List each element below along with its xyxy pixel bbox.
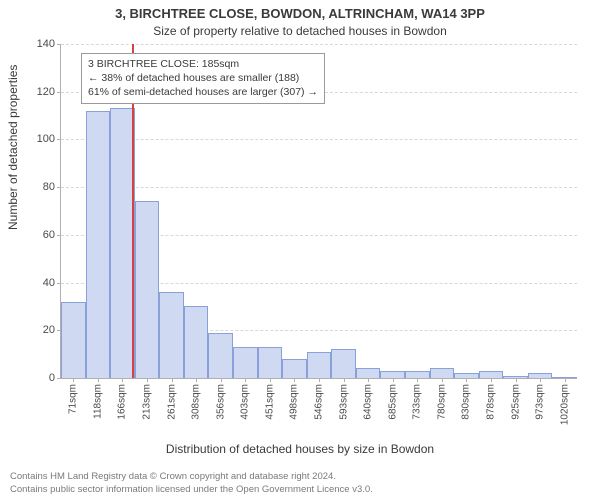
histogram-bar [184, 306, 209, 378]
x-tick-mark [319, 378, 320, 382]
x-tick-label: 166sqm [117, 384, 128, 420]
x-tick-label: 1020sqm [559, 384, 570, 425]
histogram-bar [208, 333, 233, 378]
y-tick-mark [57, 187, 61, 188]
x-tick-label: 780sqm [436, 384, 447, 420]
x-tick-mark [122, 378, 123, 382]
x-tick-label: 261sqm [166, 384, 177, 420]
y-tick-label: 140 [37, 38, 55, 50]
x-tick-label: 71sqm [68, 384, 79, 414]
x-tick-label: 685sqm [387, 384, 398, 420]
y-tick-label: 100 [37, 133, 55, 145]
x-tick-mark [270, 378, 271, 382]
x-tick-mark [516, 378, 517, 382]
y-tick-mark [57, 283, 61, 284]
x-tick-label: 830sqm [461, 384, 472, 420]
y-tick-mark [57, 378, 61, 379]
histogram-bar [307, 352, 332, 378]
x-tick-mark [540, 378, 541, 382]
x-tick-label: 878sqm [486, 384, 497, 420]
x-tick-mark [294, 378, 295, 382]
footnote-line2: Contains public sector information licen… [10, 484, 373, 496]
info-box: 3 BIRCHTREE CLOSE: 185sqm ← 38% of detac… [81, 53, 325, 104]
x-tick-mark [442, 378, 443, 382]
x-tick-mark [344, 378, 345, 382]
histogram-bar [356, 368, 381, 378]
histogram-bar [430, 368, 455, 378]
y-tick-mark [57, 235, 61, 236]
x-tick-label: 498sqm [289, 384, 300, 420]
x-tick-mark [73, 378, 74, 382]
x-tick-mark [417, 378, 418, 382]
x-tick-label: 308sqm [191, 384, 202, 420]
histogram-bar [258, 347, 283, 378]
footnote: Contains HM Land Registry data © Crown c… [10, 471, 373, 496]
x-tick-mark [565, 378, 566, 382]
y-tick-label: 80 [43, 181, 55, 193]
x-tick-mark [491, 378, 492, 382]
y-tick-label: 0 [49, 372, 55, 384]
x-tick-mark [172, 378, 173, 382]
histogram-bar [86, 111, 111, 378]
x-tick-mark [221, 378, 222, 382]
y-tick-mark [57, 139, 61, 140]
x-tick-label: 403sqm [240, 384, 251, 420]
x-tick-label: 640sqm [363, 384, 374, 420]
histogram-bar [135, 201, 160, 378]
x-tick-mark [245, 378, 246, 382]
x-tick-label: 451sqm [264, 384, 275, 420]
x-tick-label: 733sqm [412, 384, 423, 420]
histogram-bar [159, 292, 184, 378]
x-tick-mark [196, 378, 197, 382]
y-tick-label: 120 [37, 86, 55, 98]
y-tick-mark [57, 44, 61, 45]
y-tick-label: 20 [43, 324, 55, 336]
histogram-bar [331, 349, 356, 378]
histogram-bar [233, 347, 258, 378]
x-tick-mark [368, 378, 369, 382]
y-tick-label: 40 [43, 277, 55, 289]
y-tick-label: 60 [43, 229, 55, 241]
x-tick-mark [147, 378, 148, 382]
info-box-line2: ← 38% of detached houses are smaller (18… [88, 71, 318, 85]
x-tick-mark [98, 378, 99, 382]
histogram-bar [61, 302, 86, 378]
x-tick-label: 925sqm [510, 384, 521, 420]
x-tick-label: 593sqm [338, 384, 349, 420]
x-axis-label: Distribution of detached houses by size … [0, 442, 600, 456]
histogram-bar [282, 359, 307, 378]
x-tick-mark [466, 378, 467, 382]
footnote-line1: Contains HM Land Registry data © Crown c… [10, 471, 373, 483]
histogram-bar [110, 108, 135, 378]
x-tick-label: 356sqm [215, 384, 226, 420]
histogram-bar [405, 371, 430, 378]
chart-title: 3, BIRCHTREE CLOSE, BOWDON, ALTRINCHAM, … [0, 6, 600, 21]
info-box-line1: 3 BIRCHTREE CLOSE: 185sqm [88, 57, 318, 71]
info-box-line3: 61% of semi-detached houses are larger (… [88, 85, 318, 99]
x-tick-label: 213sqm [142, 384, 153, 420]
histogram-bar [479, 371, 504, 378]
y-axis-label: Number of detached properties [6, 65, 20, 230]
x-tick-label: 973sqm [535, 384, 546, 420]
x-tick-label: 546sqm [314, 384, 325, 420]
plot-area: 3 BIRCHTREE CLOSE: 185sqm ← 38% of detac… [60, 44, 577, 379]
x-tick-mark [393, 378, 394, 382]
y-tick-mark [57, 92, 61, 93]
x-tick-label: 118sqm [92, 384, 103, 419]
histogram-bar [380, 371, 405, 378]
y-tick-mark [57, 330, 61, 331]
chart-subtitle: Size of property relative to detached ho… [0, 24, 600, 38]
